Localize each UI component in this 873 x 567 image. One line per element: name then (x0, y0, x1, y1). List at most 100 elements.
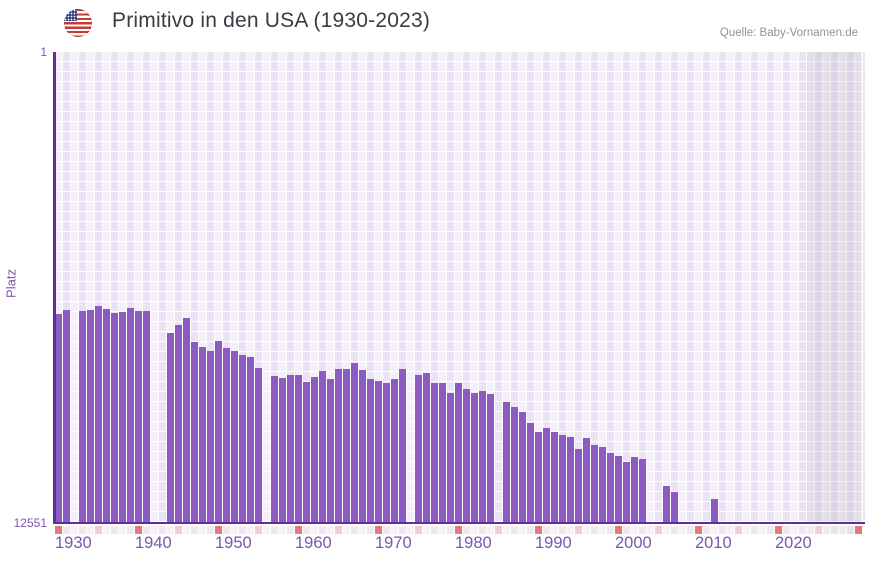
ruler-cell (511, 526, 518, 534)
chart-bar[interactable] (623, 462, 630, 523)
ruler-half-decade-tick (335, 526, 342, 534)
chart-bar[interactable] (559, 434, 566, 523)
ruler-cell (367, 526, 374, 534)
chart-bar[interactable] (439, 383, 446, 523)
chart-bar[interactable] (583, 438, 590, 523)
chart-bar[interactable] (335, 369, 342, 523)
chart-bar[interactable] (343, 369, 350, 523)
chart-bar[interactable] (287, 374, 294, 523)
chart-bar[interactable] (399, 369, 406, 523)
chart-bar[interactable] (711, 498, 718, 523)
chart-bar[interactable] (599, 447, 606, 523)
chart-bar[interactable] (431, 383, 438, 523)
chart-bar[interactable] (103, 309, 110, 523)
ruler-half-decade-tick (735, 526, 742, 534)
chart-bar[interactable] (503, 402, 510, 523)
chart-bar[interactable] (175, 324, 182, 523)
chart-bar[interactable] (511, 406, 518, 523)
chart-bar[interactable] (591, 444, 598, 523)
chart-bar[interactable] (199, 346, 206, 523)
chart-bar[interactable] (183, 318, 190, 523)
chart-bar[interactable] (455, 382, 462, 523)
chart-bar[interactable] (615, 456, 622, 523)
ruler-cell (567, 526, 574, 534)
chart-bar[interactable] (447, 393, 454, 523)
chart-bar[interactable] (311, 377, 318, 523)
chart-bar[interactable] (567, 437, 574, 523)
chart-bar[interactable] (327, 379, 334, 523)
chart-bar[interactable] (55, 313, 62, 523)
chart-bar[interactable] (231, 351, 238, 523)
chart-bar[interactable] (215, 341, 222, 523)
chart-bar[interactable] (63, 309, 70, 523)
chart-bar[interactable] (351, 363, 358, 523)
chart-bar[interactable] (551, 432, 558, 523)
chart-bar[interactable] (303, 381, 310, 523)
chart-bar[interactable] (487, 393, 494, 523)
x-tick-label: 2020 (775, 534, 812, 552)
chart-bar[interactable] (127, 307, 134, 523)
ruler-cell (671, 526, 678, 534)
chart-bar[interactable] (631, 457, 638, 523)
chart-bar[interactable] (423, 373, 430, 523)
chart-bar[interactable] (607, 452, 614, 523)
chart-bar[interactable] (255, 367, 262, 523)
chart-bar[interactable] (167, 333, 174, 523)
ruler-cell (551, 526, 558, 534)
chart-bar[interactable] (271, 375, 278, 523)
chart-bar[interactable] (111, 313, 118, 523)
ruler-cell (319, 526, 326, 534)
chart-bar[interactable] (367, 379, 374, 523)
chart-bar[interactable] (471, 392, 478, 523)
ruler-cell (519, 526, 526, 534)
chart-bar[interactable] (119, 312, 126, 523)
chart-bar[interactable] (375, 380, 382, 523)
ruler-cell (831, 526, 838, 534)
chart-bar[interactable] (535, 432, 542, 523)
chart-bar[interactable] (223, 348, 230, 523)
ruler-cell (71, 526, 78, 534)
ruler-decade-tick (295, 526, 302, 534)
chart-bar[interactable] (663, 485, 670, 523)
chart-bar[interactable] (191, 342, 198, 523)
chart-bar[interactable] (639, 459, 646, 523)
chart-bar[interactable] (463, 389, 470, 523)
chart-bar[interactable] (319, 370, 326, 523)
ruler-cell (743, 526, 750, 534)
ruler-decade-tick (775, 526, 782, 534)
chart-bar[interactable] (415, 375, 422, 523)
ruler-decade-tick (615, 526, 622, 534)
chart-bar[interactable] (79, 310, 86, 523)
chart-bar[interactable] (247, 357, 254, 523)
ruler-decade-tick (215, 526, 222, 534)
ruler-cell (111, 526, 118, 534)
ruler-decade-tick (855, 526, 862, 534)
chart-bar[interactable] (575, 448, 582, 523)
chart-bar[interactable] (519, 411, 526, 523)
x-tick-label: 2010 (695, 534, 732, 552)
chart-bar[interactable] (383, 383, 390, 523)
ruler-cell (703, 526, 710, 534)
chart-bar[interactable] (479, 390, 486, 523)
chart-bar[interactable] (295, 375, 302, 523)
ruler-half-decade-tick (175, 526, 182, 534)
chart-bar[interactable] (135, 310, 142, 523)
chart-bar[interactable] (87, 310, 94, 523)
chart-bar[interactable] (95, 305, 102, 523)
chart-bar[interactable] (527, 423, 534, 523)
ruler-cell (343, 526, 350, 534)
y-axis-title: Platz (3, 269, 19, 298)
chart-bar[interactable] (143, 310, 150, 523)
chart-bar[interactable] (543, 428, 550, 523)
x-axis-ruler (55, 526, 865, 534)
ruler-cell (191, 526, 198, 534)
x-tick-label: 1950 (215, 534, 252, 552)
chart-bar[interactable] (239, 354, 246, 523)
us-flag-icon (64, 9, 92, 37)
chart-bar[interactable] (279, 378, 286, 523)
chart-bar[interactable] (671, 491, 678, 523)
chart-bar[interactable] (359, 369, 366, 523)
chart-bar[interactable] (207, 350, 214, 523)
ruler-half-decade-tick (495, 526, 502, 534)
chart-bar[interactable] (391, 379, 398, 523)
